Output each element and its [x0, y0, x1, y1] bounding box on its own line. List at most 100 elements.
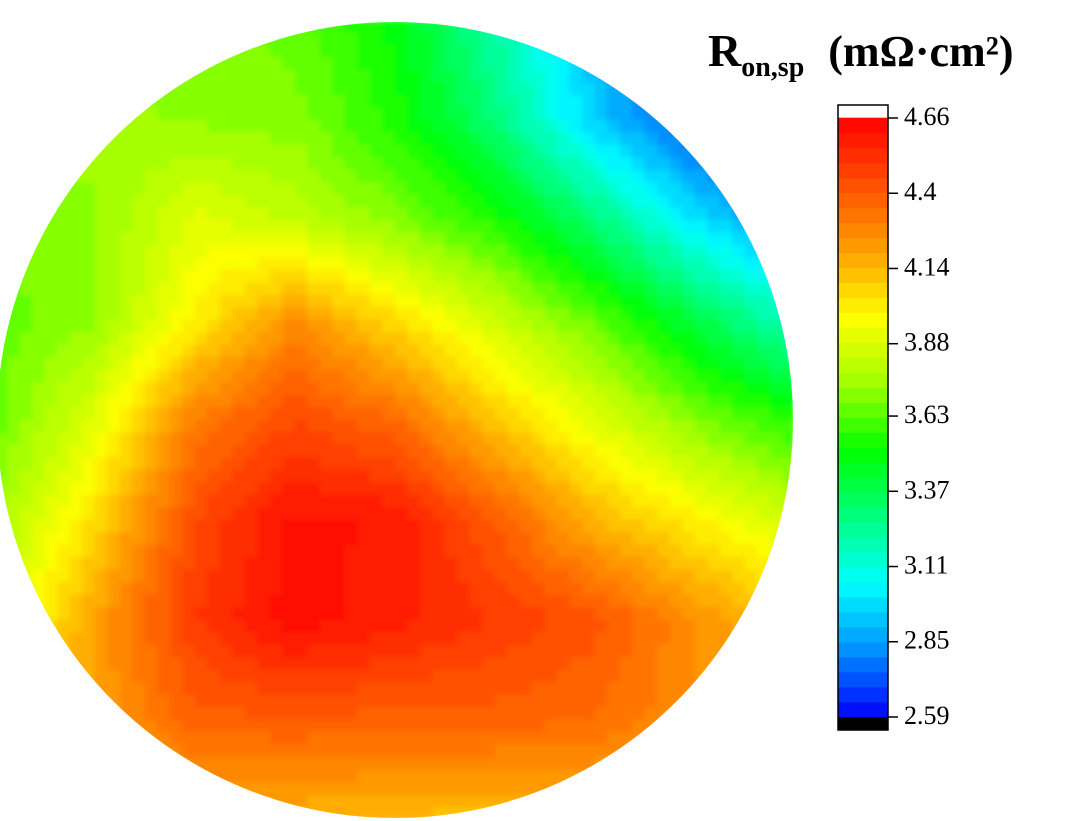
field-cell — [632, 707, 646, 721]
field-cell — [282, 494, 296, 508]
field-cell — [507, 394, 521, 408]
field-cell — [744, 407, 758, 421]
field-cell — [244, 269, 258, 283]
field-cell — [0, 22, 8, 33]
field-cell — [444, 507, 458, 521]
field-cell — [482, 244, 496, 258]
field-cell — [307, 57, 321, 71]
field-cell — [157, 357, 171, 371]
field-cell — [182, 369, 196, 383]
field-cell — [682, 82, 696, 96]
field-cell — [332, 632, 346, 646]
field-cell — [694, 482, 708, 496]
field-cell — [657, 569, 671, 583]
field-cell — [344, 369, 358, 383]
field-cell — [44, 532, 58, 546]
field-cell — [319, 344, 333, 358]
field-cell — [232, 769, 246, 783]
field-cell — [769, 632, 783, 646]
field-cell — [644, 669, 658, 683]
field-cell — [182, 669, 196, 683]
field-cell — [444, 732, 458, 746]
field-cell — [382, 769, 396, 783]
field-cell — [744, 632, 758, 646]
field-cell — [344, 194, 358, 208]
field-cell — [307, 157, 321, 171]
field-cell — [607, 544, 621, 558]
field-cell — [257, 744, 271, 758]
field-cell — [644, 644, 658, 658]
field-cell — [582, 419, 596, 433]
field-cell — [707, 707, 721, 721]
field-cell — [369, 569, 383, 583]
field-cell — [382, 632, 396, 646]
field-cell — [407, 707, 421, 721]
field-cell — [244, 532, 258, 546]
field-cell — [307, 782, 321, 796]
field-cell — [469, 432, 483, 446]
tick-label: 3.37 — [904, 475, 950, 504]
over-range — [838, 105, 888, 118]
field-cell — [57, 57, 71, 71]
field-cell — [407, 232, 421, 246]
field-cell — [719, 357, 733, 371]
field-cell — [319, 157, 333, 171]
field-cell — [332, 232, 346, 246]
field-cell — [169, 269, 183, 283]
field-cell — [182, 457, 196, 471]
field-cell — [669, 744, 683, 758]
field-cell — [282, 57, 296, 71]
field-cell — [619, 719, 633, 733]
field-cell — [57, 282, 71, 296]
field-cell — [269, 22, 283, 33]
field-cell — [7, 332, 21, 346]
field-cell — [294, 182, 308, 196]
field-cell — [469, 457, 483, 471]
field-cell — [632, 32, 646, 46]
field-cell — [444, 407, 458, 421]
field-cell — [232, 407, 246, 421]
field-cell — [719, 432, 733, 446]
field-cell — [294, 619, 308, 633]
field-cell — [207, 157, 221, 171]
field-cell — [644, 507, 658, 521]
field-cell — [232, 794, 246, 808]
field-cell — [744, 719, 758, 733]
field-cell — [407, 44, 421, 58]
field-cell — [44, 507, 58, 521]
field-cell — [394, 457, 408, 471]
field-cell — [519, 319, 533, 333]
field-cell — [0, 757, 8, 771]
field-cell — [132, 444, 146, 458]
field-cell — [219, 169, 233, 183]
field-cell — [0, 532, 8, 546]
field-cell — [619, 482, 633, 496]
field-cell — [144, 182, 158, 196]
field-cell — [582, 82, 596, 96]
field-cell — [607, 69, 621, 83]
field-cell — [432, 257, 446, 271]
field-cell — [394, 782, 408, 796]
field-cell — [719, 482, 733, 496]
field-cell — [744, 244, 758, 258]
field-cell — [544, 382, 558, 396]
field-cell — [269, 407, 283, 421]
field-cell — [57, 157, 71, 171]
field-cell — [157, 119, 171, 133]
field-cell — [257, 682, 271, 696]
field-cell — [544, 244, 558, 258]
field-cell — [344, 769, 358, 783]
field-cell — [407, 169, 421, 183]
field-cell — [119, 607, 133, 621]
field-cell — [269, 482, 283, 496]
field-cell — [519, 232, 533, 246]
field-cell — [594, 169, 608, 183]
field-cell — [432, 719, 446, 733]
field-cell — [457, 132, 471, 146]
field-cell — [769, 344, 783, 358]
field-cell — [332, 519, 346, 533]
field-cell — [419, 482, 433, 496]
field-cell — [19, 282, 33, 296]
field-cell — [369, 269, 383, 283]
field-cell — [169, 369, 183, 383]
